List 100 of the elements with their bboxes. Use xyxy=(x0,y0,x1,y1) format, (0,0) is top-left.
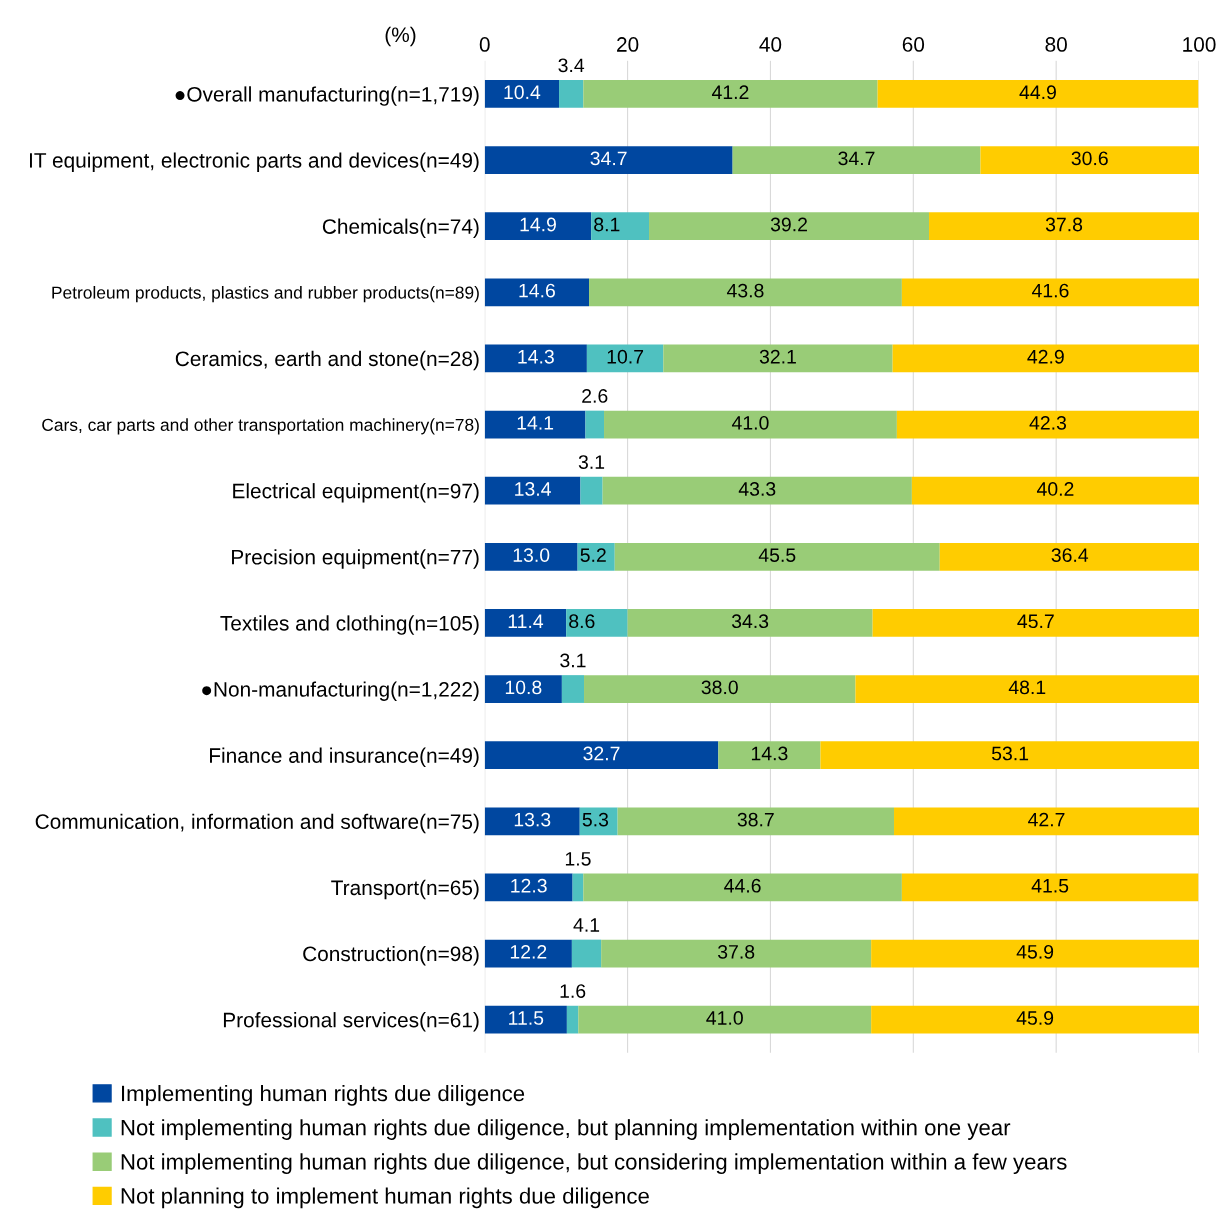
data-label: 12.2 xyxy=(510,944,547,959)
data-label: 14.1 xyxy=(517,416,554,430)
data-label: 3.1 xyxy=(560,653,586,668)
data-label: 45.9 xyxy=(1016,944,1054,959)
y-tick-label: Textiles and clothing(n=105) xyxy=(220,615,479,635)
data-label: 13.0 xyxy=(513,548,550,562)
data-label: 39.2 xyxy=(770,217,807,232)
bar xyxy=(896,410,1200,439)
bar xyxy=(484,1005,567,1034)
data-label: 2.6 xyxy=(582,389,608,403)
bar xyxy=(894,807,1200,836)
bar xyxy=(892,344,1200,373)
bar xyxy=(591,212,650,241)
data-label: 14.9 xyxy=(520,217,556,232)
bar xyxy=(484,476,581,505)
data-label: 12.3 xyxy=(511,878,547,893)
data-label: 42.7 xyxy=(1028,812,1065,827)
data-label: 43.3 xyxy=(738,482,776,496)
bar xyxy=(583,80,878,108)
data-label: 14.3 xyxy=(518,349,554,364)
data-label: 3.1 xyxy=(578,455,605,469)
bar xyxy=(484,741,719,770)
bar xyxy=(901,278,1200,307)
data-label: 34.3 xyxy=(731,614,769,629)
bar xyxy=(484,939,572,968)
y-tick-label: Finance and insurance(n=49) xyxy=(210,747,479,768)
data-label: 37.8 xyxy=(717,944,755,959)
data-label: 44.9 xyxy=(1019,85,1056,100)
data-label: 10.8 xyxy=(505,680,542,695)
data-label: 38.7 xyxy=(737,812,774,827)
data-label: 40.2 xyxy=(1036,482,1074,496)
data-label: 45.7 xyxy=(1017,614,1054,629)
data-label: 1.6 xyxy=(560,984,586,998)
y-tick-label: Petroleum products, plastics and rubber products(n=89) xyxy=(52,285,479,303)
data-label: 8.6 xyxy=(569,614,595,629)
data-label: 11.4 xyxy=(508,614,544,628)
data-label: 30.6 xyxy=(1071,151,1108,166)
bar xyxy=(572,873,584,902)
bar xyxy=(484,873,573,902)
data-label: 41.0 xyxy=(706,1011,743,1025)
bar xyxy=(929,212,1200,241)
data-label: 48.1 xyxy=(1008,680,1046,695)
bar xyxy=(559,80,584,108)
y-tick-label: Transport(n=65) xyxy=(331,879,479,900)
y-tick-label: Precision equipment(n=77) xyxy=(232,549,479,569)
x-tick-label: 80 xyxy=(1045,37,1067,52)
bar xyxy=(939,542,1200,571)
bar xyxy=(871,1005,1200,1034)
bar xyxy=(586,344,664,373)
y-tick-label: Chemicals(n=74) xyxy=(322,218,479,239)
bar xyxy=(627,609,873,637)
data-label: 3.4 xyxy=(558,58,585,73)
data-label: 4.1 xyxy=(573,918,600,932)
data-label: 14.3 xyxy=(751,746,788,761)
y-tick-label: Ceramics, earth and stone(n=28) xyxy=(175,350,479,371)
bar xyxy=(871,939,1200,968)
data-label: 32.7 xyxy=(583,746,620,761)
data-label: 41.5 xyxy=(1031,879,1069,893)
data-label: 41.6 xyxy=(1031,283,1069,298)
bar xyxy=(484,80,560,108)
bar xyxy=(980,146,1200,174)
y-tick-label: Communication, information and software(n=75) xyxy=(35,813,479,834)
bar xyxy=(484,609,567,637)
bar xyxy=(614,542,940,571)
legend-label: Not implementing human rights due diligence, but planning implementation within one year xyxy=(121,1119,1011,1140)
bar xyxy=(718,741,821,770)
bar xyxy=(571,939,602,968)
text: (%) xyxy=(385,26,416,47)
data-label: 42.3 xyxy=(1029,415,1067,430)
bar xyxy=(732,146,981,174)
data-label: 36.4 xyxy=(1051,548,1089,562)
data-label: 43.8 xyxy=(726,283,764,298)
bar xyxy=(855,675,1200,703)
data-label: 5.2 xyxy=(580,548,606,562)
bar xyxy=(484,807,580,836)
data-label: 45.9 xyxy=(1016,1011,1054,1025)
x-tick-label: 0 xyxy=(479,37,490,52)
bar xyxy=(484,675,562,703)
data-label: 42.9 xyxy=(1027,349,1064,364)
y-tick-label: Professional services(n=61) xyxy=(223,1012,479,1032)
data-label: 45.5 xyxy=(758,548,796,562)
bar xyxy=(579,807,618,836)
bar xyxy=(585,410,605,439)
bar xyxy=(604,410,897,439)
y-tick-label: ●Non-manufacturing(n=1,222) xyxy=(202,681,479,701)
bar xyxy=(601,939,872,968)
y-tick-label: Cars, car parts and other transportation machinery(n=78) xyxy=(42,418,479,435)
bar xyxy=(484,146,733,174)
data-label: 13.4 xyxy=(515,482,551,496)
bar xyxy=(589,278,902,307)
data-label: 41.0 xyxy=(731,415,769,430)
x-tick-label: 60 xyxy=(902,37,925,52)
bar xyxy=(584,675,856,703)
data-label: 13.3 xyxy=(514,812,551,827)
bar xyxy=(583,873,902,902)
bar xyxy=(484,212,592,241)
bar xyxy=(872,609,1200,637)
bar xyxy=(617,807,895,836)
legend-label: Not implementing human rights due diligence, but considering implementation within a few years xyxy=(121,1153,1067,1175)
bar xyxy=(820,741,1200,770)
